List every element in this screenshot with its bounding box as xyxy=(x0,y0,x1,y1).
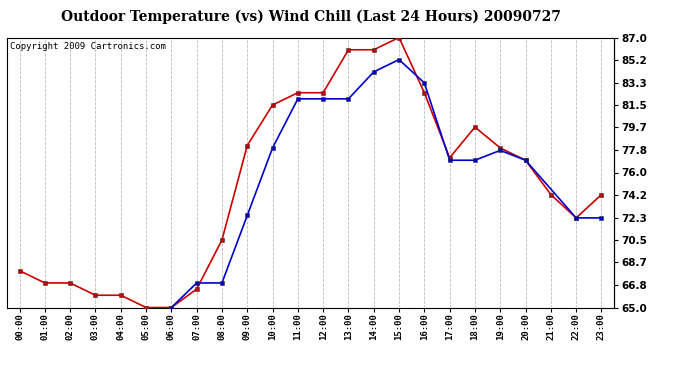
Text: Copyright 2009 Cartronics.com: Copyright 2009 Cartronics.com xyxy=(10,42,166,51)
Text: Outdoor Temperature (vs) Wind Chill (Last 24 Hours) 20090727: Outdoor Temperature (vs) Wind Chill (Las… xyxy=(61,9,560,24)
